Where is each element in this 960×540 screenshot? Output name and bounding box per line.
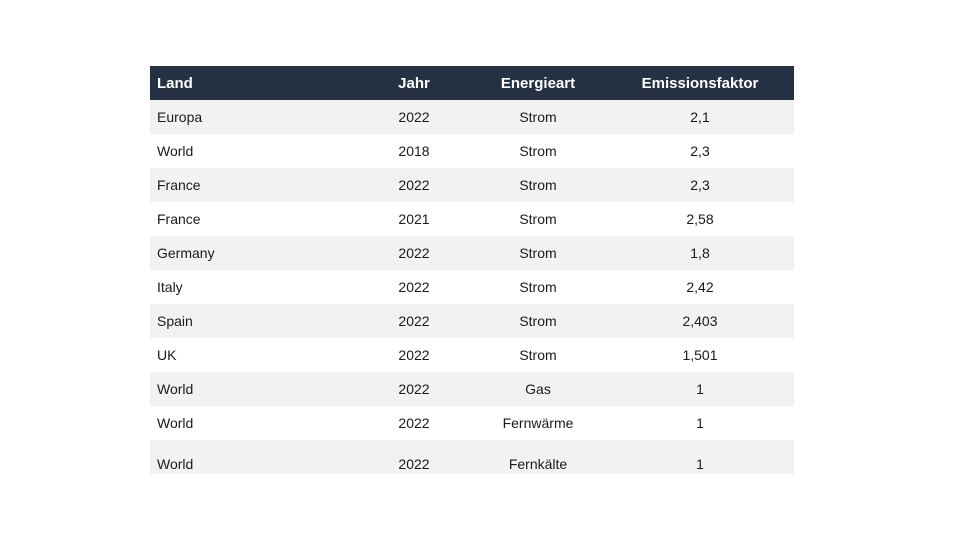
cell-jahr: 2022 — [398, 415, 430, 431]
cell-jahr: 2022 — [398, 245, 430, 261]
cell-energieart: Strom — [519, 211, 557, 227]
table-row: France 2021 Strom 2,58 — [150, 202, 794, 236]
cell-emissionsfaktor: 2,403 — [682, 313, 718, 329]
cell-energieart: Strom — [519, 143, 557, 159]
table-row: Italy 2022 Strom 2,42 — [150, 270, 794, 304]
cell-land: World — [157, 143, 194, 159]
cell-jahr: 2022 — [398, 279, 430, 295]
cell-land: World — [157, 456, 194, 472]
table-row: World 2022 Fernwärme 1 — [150, 406, 794, 440]
table-row: France 2022 Strom 2,3 — [150, 168, 794, 202]
cell-jahr: 2018 — [398, 143, 430, 159]
cell-land: Germany — [157, 245, 215, 261]
column-header-land: Land — [157, 74, 193, 92]
table-row: Spain 2022 Strom 2,403 — [150, 304, 794, 338]
emission-factor-table: Land Jahr Energieart Emissionsfaktor Eur… — [150, 66, 794, 474]
cell-land: France — [157, 177, 201, 193]
cell-energieart: Strom — [519, 177, 557, 193]
table-row: World 2022 Fernkälte 1 — [150, 440, 794, 474]
cell-land: Europa — [157, 109, 203, 125]
cell-jahr: 2021 — [398, 211, 430, 227]
cell-emissionsfaktor: 1,501 — [682, 347, 718, 363]
cell-jahr: 2022 — [398, 313, 430, 329]
cell-emissionsfaktor: 2,58 — [686, 211, 714, 227]
cell-land: Italy — [157, 279, 183, 295]
column-header-energieart: Energieart — [500, 74, 576, 92]
cell-jahr: 2022 — [398, 347, 430, 363]
cell-energieart: Strom — [519, 109, 557, 125]
cell-land: UK — [157, 347, 177, 363]
cell-land: Spain — [157, 313, 193, 329]
cell-energieart: Strom — [519, 245, 557, 261]
table-header-row: Land Jahr Energieart Emissionsfaktor — [150, 66, 794, 100]
column-header-jahr: Jahr — [398, 74, 430, 92]
cell-emissionsfaktor: 2,3 — [690, 177, 710, 193]
table-row: World 2018 Strom 2,3 — [150, 134, 794, 168]
cell-emissionsfaktor: 1 — [696, 381, 704, 397]
cell-emissionsfaktor: 2,3 — [690, 143, 710, 159]
table-row: Germany 2022 Strom 1,8 — [150, 236, 794, 270]
cell-jahr: 2022 — [398, 456, 430, 472]
cell-energieart: Strom — [519, 347, 557, 363]
cell-emissionsfaktor: 1,8 — [690, 245, 710, 261]
cell-emissionsfaktor: 2,1 — [690, 109, 710, 125]
column-header-emissionsfaktor: Emissionsfaktor — [641, 74, 759, 92]
cell-land: World — [157, 415, 194, 431]
cell-emissionsfaktor: 2,42 — [686, 279, 714, 295]
cell-jahr: 2022 — [398, 109, 430, 125]
table-row: World 2022 Gas 1 — [150, 372, 794, 406]
cell-emissionsfaktor: 1 — [696, 415, 704, 431]
cell-jahr: 2022 — [398, 381, 430, 397]
table-row: Europa 2022 Strom 2,1 — [150, 100, 794, 134]
cell-energieart: Fernwärme — [502, 415, 574, 431]
cell-land: World — [157, 381, 194, 397]
cell-energieart: Gas — [525, 381, 551, 397]
cell-land: France — [157, 211, 201, 227]
cell-energieart: Strom — [519, 313, 557, 329]
cell-energieart: Strom — [519, 279, 557, 295]
cell-emissionsfaktor: 1 — [696, 456, 704, 472]
table-row: UK 2022 Strom 1,501 — [150, 338, 794, 372]
cell-energieart: Fernkälte — [508, 456, 568, 472]
cell-jahr: 2022 — [398, 177, 430, 193]
